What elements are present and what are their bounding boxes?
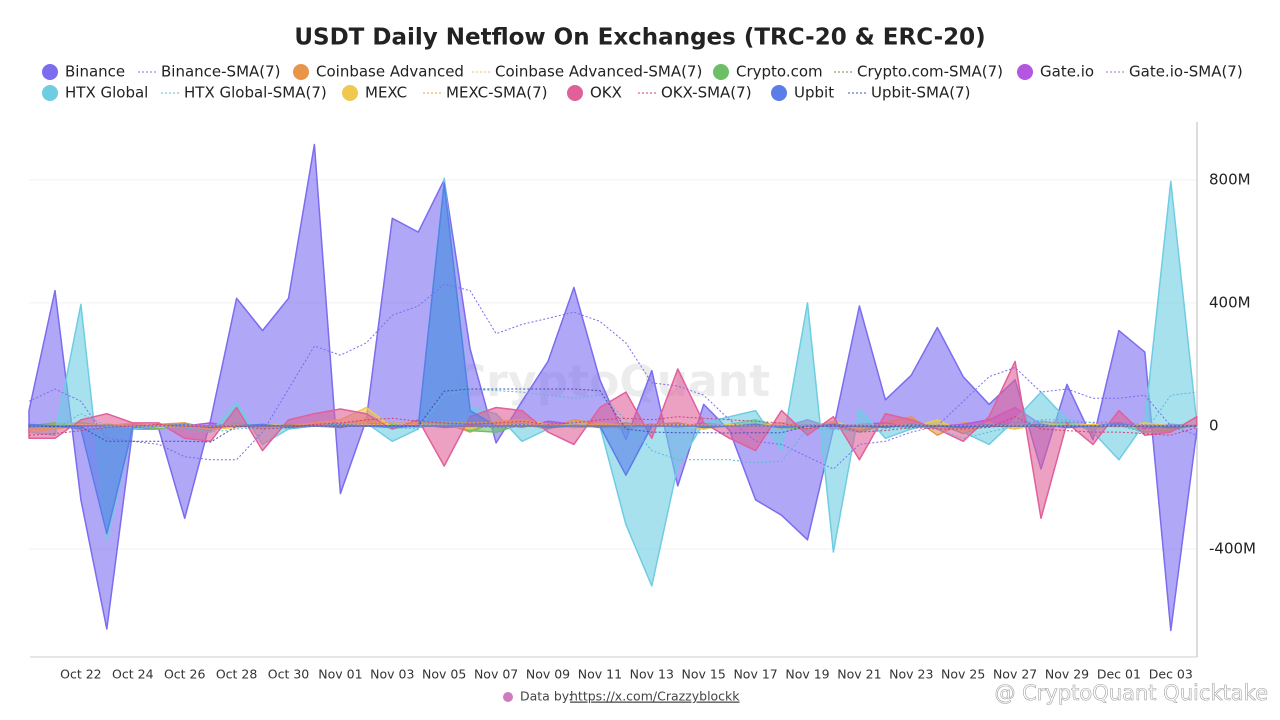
source-icon <box>503 692 513 702</box>
legend-label: Binance-SMA(7) <box>161 63 281 81</box>
x-tick-label: Oct 22 <box>60 667 102 682</box>
x-tick-label: Nov 23 <box>889 667 933 682</box>
legend-label: Upbit <box>794 84 834 102</box>
legend-marker <box>1017 64 1033 80</box>
legend-label: HTX Global-SMA(7) <box>184 84 327 102</box>
legend-marker <box>771 85 787 101</box>
y-tick-label: 400M <box>1209 293 1251 311</box>
sma-line <box>28 283 1197 470</box>
legend-label: Crypto.com-SMA(7) <box>857 63 1003 81</box>
sma-line <box>28 421 1197 430</box>
x-tick-label: Nov 09 <box>526 667 570 682</box>
x-tick-label: Nov 27 <box>993 667 1037 682</box>
x-tick-label: Dec 01 <box>1097 667 1141 682</box>
x-tick-label: Oct 24 <box>112 667 154 682</box>
legend-label: Upbit-SMA(7) <box>871 84 970 102</box>
legend-marker <box>567 85 583 101</box>
legend-label: Binance <box>65 63 125 81</box>
legend-label: Coinbase Advanced-SMA(7) <box>495 63 702 81</box>
chart-title: USDT Daily Netflow On Exchanges (TRC-20 … <box>294 25 985 51</box>
legend-label: OKX <box>590 84 622 102</box>
area <box>28 360 1198 520</box>
x-tick-label: Nov 25 <box>941 667 985 682</box>
legend-label: MEXC <box>365 84 407 102</box>
legend-marker <box>293 64 309 80</box>
x-tick-label: Nov 11 <box>578 667 622 682</box>
x-tick-label: Nov 03 <box>370 667 414 682</box>
legend-marker <box>42 64 58 80</box>
y-tick-label: 800M <box>1209 170 1251 188</box>
sma-line <box>28 388 1197 443</box>
legend-marker <box>42 85 58 101</box>
sma-line <box>28 424 1197 429</box>
x-tick-label: Oct 28 <box>216 667 258 682</box>
legend-label: Gate.io <box>1040 63 1094 81</box>
source-link[interactable]: https://x.com/Crazzyblockk <box>570 689 740 704</box>
x-tick-label: Nov 07 <box>474 667 518 682</box>
sma-line <box>28 416 1197 436</box>
x-tick-label: Nov 29 <box>1045 667 1089 682</box>
x-tick-label: Nov 13 <box>630 667 674 682</box>
legend-label: Gate.io-SMA(7) <box>1129 63 1243 81</box>
y-tick-label: -400M <box>1209 540 1256 558</box>
y-tick-label: 0 <box>1209 416 1219 434</box>
legend-label: HTX Global <box>65 84 148 102</box>
watermark: CryptoQuant <box>454 356 770 407</box>
legend-label: Coinbase Advanced <box>316 63 464 81</box>
source-label: Data by: <box>520 689 572 704</box>
x-tick-label: Nov 17 <box>733 667 777 682</box>
x-tick-label: Nov 05 <box>422 667 466 682</box>
sma-lines <box>28 283 1197 470</box>
x-tick-label: Oct 26 <box>164 667 206 682</box>
credit: @ CryptoQuant Quicktake <box>994 681 1268 705</box>
x-tick-label: Oct 30 <box>268 667 310 682</box>
x-tick-label: Nov 01 <box>318 667 362 682</box>
x-tick-label: Nov 15 <box>682 667 726 682</box>
legend-label: OKX-SMA(7) <box>661 84 752 102</box>
x-tick-label: Nov 19 <box>785 667 829 682</box>
legend-label: MEXC-SMA(7) <box>446 84 547 102</box>
legend-marker <box>342 85 358 101</box>
legend-label: Crypto.com <box>736 63 823 81</box>
x-tick-label: Dec 03 <box>1149 667 1193 682</box>
x-tick-label: Nov 21 <box>837 667 881 682</box>
legend-marker <box>713 64 729 80</box>
area <box>28 182 1198 535</box>
sma-line <box>28 388 1197 464</box>
sma-line <box>28 421 1197 428</box>
